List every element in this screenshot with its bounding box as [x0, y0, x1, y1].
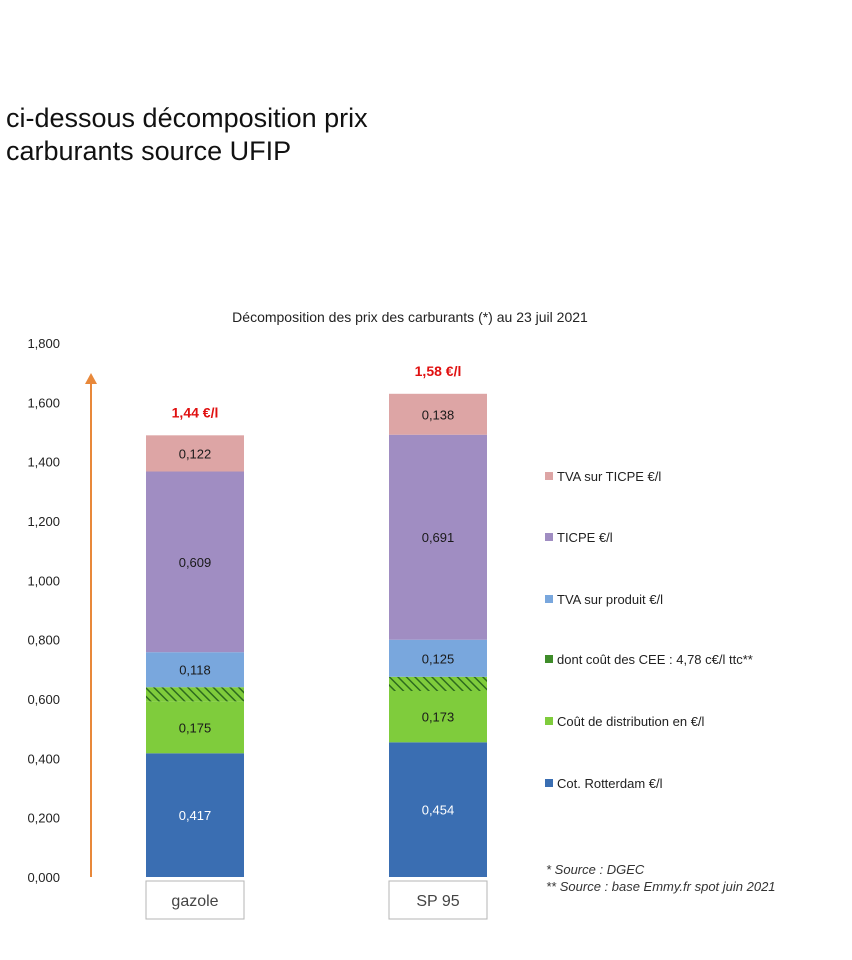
caption-line-2: carburants source UFIP — [6, 136, 292, 166]
bar-segment — [146, 753, 244, 877]
bar-segment — [389, 639, 487, 677]
bar-value-label: 0,454 — [422, 803, 455, 818]
caption-line-1: ci-dessous décomposition prix — [6, 103, 368, 133]
legend-label: Coût de distribution en €/l — [557, 714, 705, 729]
legend-swatch — [545, 472, 553, 480]
legend-swatch — [545, 533, 553, 541]
y-tick-label: 1,800 — [27, 336, 60, 351]
y-tick-label: 0,000 — [27, 870, 60, 885]
legend-label: TICPE €/l — [557, 530, 613, 545]
bar-value-label: 0,125 — [422, 651, 455, 666]
bar-total-label: 1,44 €/l — [172, 404, 219, 420]
y-tick-label: 1,000 — [27, 573, 60, 588]
bar-segment — [389, 393, 487, 435]
bar-segment — [389, 690, 487, 743]
legend-label: Cot. Rotterdam €/l — [557, 776, 663, 791]
bar-value-label: 0,122 — [179, 446, 212, 461]
y-tick-label: 1,200 — [27, 514, 60, 529]
bar-value-label: 0,609 — [179, 555, 212, 570]
bar-value-label: 0,173 — [422, 710, 455, 725]
category-box — [145, 880, 245, 920]
legend-swatch — [545, 595, 553, 603]
category-label: gazole — [171, 893, 218, 910]
y-tick-label: 0,600 — [27, 692, 60, 707]
category-box — [388, 880, 488, 920]
footnote: ** Source : base Emmy.fr spot juin 2021 — [546, 879, 776, 894]
y-tick-label: 1,400 — [27, 455, 60, 470]
bar-segment — [146, 471, 244, 653]
bar-segment — [146, 701, 244, 754]
bar-segment — [146, 435, 244, 472]
y-tick-label: 1,600 — [27, 395, 60, 410]
category-label: SP 95 — [416, 893, 459, 910]
bar-segment — [389, 434, 487, 640]
bar-segment — [146, 652, 244, 688]
legend-swatch — [545, 717, 553, 725]
legend-label: dont coût des CEE : 4,78 c€/l ttc** — [557, 652, 753, 667]
y-tick-label: 0,400 — [27, 751, 60, 766]
y-tick-label: 0,800 — [27, 633, 60, 648]
chart-title: Décomposition des prix des carburants (*… — [232, 309, 588, 325]
legend-label: TVA sur TICPE €/l — [557, 469, 661, 484]
bar-value-label: 0,138 — [422, 407, 455, 422]
bar-value-label: 0,691 — [422, 530, 455, 545]
footnote: * Source : DGEC — [546, 862, 645, 877]
y-tick-label: 0,200 — [27, 811, 60, 826]
bar-segment — [146, 687, 244, 702]
legend-swatch — [545, 655, 553, 663]
bar-segment — [389, 742, 487, 877]
axis-arrow-head — [85, 373, 97, 384]
legend-swatch — [545, 779, 553, 787]
bar-total-label: 1,58 €/l — [415, 363, 462, 379]
bar-value-label: 0,175 — [179, 720, 212, 735]
bar-segment — [389, 676, 487, 691]
bar-value-label: 0,118 — [179, 663, 211, 678]
post-caption: ci-dessous décomposition prix carburants… — [6, 102, 466, 168]
legend-label: TVA sur produit €/l — [557, 592, 663, 607]
bar-value-label: 0,417 — [179, 808, 212, 823]
